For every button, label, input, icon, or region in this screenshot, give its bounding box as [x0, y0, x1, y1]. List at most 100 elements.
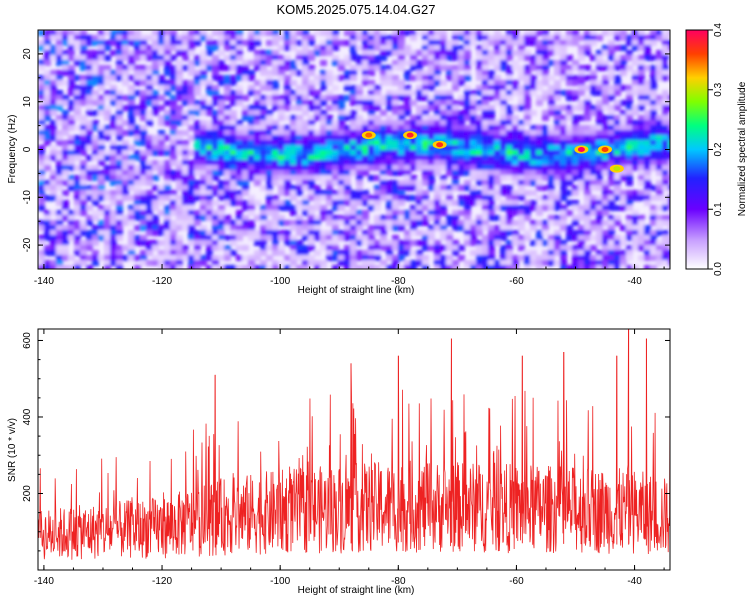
- heatmap-cell: [668, 120, 670, 126]
- heatmap-cell: [278, 60, 285, 66]
- heatmap-cell: [560, 115, 567, 121]
- heatmap-cell: [170, 55, 177, 61]
- heatmap-cell: [554, 35, 561, 41]
- heatmap-cell: [380, 185, 387, 191]
- heatmap-cell: [464, 205, 471, 211]
- heatmap-cell: [578, 35, 585, 41]
- heatmap-cell: [194, 150, 201, 156]
- heatmap-cell: [290, 245, 297, 251]
- heatmap-cell: [44, 110, 51, 116]
- heatmap-cell: [410, 50, 417, 56]
- heatmap-cell: [440, 35, 447, 41]
- heatmap-cell: [68, 150, 75, 156]
- heatmap-cell: [506, 205, 513, 211]
- heatmap-cell: [392, 110, 399, 116]
- y-tick-label: 400: [22, 408, 33, 425]
- heatmap-cell: [62, 155, 69, 161]
- heatmap-cell: [338, 60, 345, 66]
- heatmap-cell: [104, 125, 111, 131]
- heatmap-cell: [422, 175, 429, 181]
- heatmap-cell: [248, 265, 255, 269]
- heatmap-cell: [560, 225, 567, 231]
- heatmap-cell: [146, 165, 153, 171]
- heatmap-cell: [260, 230, 267, 236]
- heatmap-cell: [560, 245, 567, 251]
- heatmap-cell: [224, 105, 231, 111]
- heatmap-cell: [362, 100, 369, 106]
- heatmap-cell: [596, 205, 603, 211]
- heatmap-cell: [548, 85, 555, 91]
- heatmap-cell: [416, 200, 423, 206]
- heatmap-cell: [638, 195, 645, 201]
- heatmap-cell: [542, 185, 549, 191]
- heatmap-cell: [188, 80, 195, 86]
- heatmap-cell: [314, 235, 321, 241]
- heatmap-cell: [458, 55, 465, 61]
- heatmap-cell: [44, 115, 51, 121]
- heatmap-cell: [176, 185, 183, 191]
- heatmap-cell: [476, 245, 483, 251]
- heatmap-cell: [374, 130, 381, 136]
- heatmap-cell: [458, 220, 465, 226]
- heatmap-cell: [224, 85, 231, 91]
- heatmap-cell: [482, 135, 489, 141]
- heatmap-cell: [356, 225, 363, 231]
- heatmap-cell: [410, 140, 417, 146]
- heatmap-cell: [200, 55, 207, 61]
- heatmap-cell: [464, 95, 471, 101]
- heatmap-cell: [542, 205, 549, 211]
- heatmap-cell: [116, 250, 123, 256]
- heatmap-cell: [554, 60, 561, 66]
- heatmap-cell: [494, 155, 501, 161]
- heatmap-cell: [170, 40, 177, 46]
- heatmap-cell: [518, 210, 525, 216]
- snr-frame: [37, 328, 671, 571]
- heatmap-cell: [236, 50, 243, 56]
- heatmap-cell: [452, 110, 459, 116]
- heatmap-cell: [578, 90, 585, 96]
- heatmap-cell: [596, 265, 603, 269]
- heatmap-cell: [44, 55, 51, 61]
- heatmap-cell: [326, 130, 333, 136]
- heatmap-cell: [284, 75, 291, 81]
- heatmap-cell: [650, 75, 657, 81]
- heatmap-cell: [38, 150, 45, 156]
- heatmap-cell: [116, 65, 123, 71]
- heatmap-cell: [632, 220, 639, 226]
- heatmap-cell: [182, 180, 189, 186]
- heatmap-cell: [308, 125, 315, 131]
- heatmap-cell: [500, 50, 507, 56]
- heatmap-cell: [602, 160, 609, 166]
- heatmap-cell: [368, 250, 375, 256]
- heatmap-cell: [200, 185, 207, 191]
- heatmap-cell: [38, 255, 45, 261]
- heatmap-cell: [656, 35, 663, 41]
- heatmap-cell: [524, 260, 531, 266]
- heatmap-cell: [158, 85, 165, 91]
- heatmap-cell: [182, 50, 189, 56]
- heatmap-cell: [248, 155, 255, 161]
- heatmap-cell: [488, 160, 495, 166]
- heatmap-cell: [434, 40, 441, 46]
- heatmap-cell: [392, 95, 399, 101]
- heatmap-cell: [350, 40, 357, 46]
- heatmap-cell: [446, 260, 453, 266]
- heatmap-cell: [602, 65, 609, 71]
- heatmap-cell: [638, 130, 645, 136]
- heatmap-cell: [302, 185, 309, 191]
- heatmap-cell: [158, 50, 165, 56]
- heatmap-cell: [488, 125, 495, 131]
- heatmap-cell: [374, 220, 381, 226]
- heatmap-cell: [242, 145, 249, 151]
- heatmap-cell: [494, 140, 501, 146]
- heatmap-cell: [284, 205, 291, 211]
- heatmap-cell: [506, 230, 513, 236]
- heatmap-cell: [518, 125, 525, 131]
- heatmap-cell: [386, 180, 393, 186]
- heatmap-cell: [356, 55, 363, 61]
- heatmap-cell: [398, 150, 405, 156]
- heatmap-cell: [248, 145, 255, 151]
- heatmap-cell: [386, 40, 393, 46]
- heatmap-cell: [614, 45, 621, 51]
- heatmap-cell: [74, 105, 81, 111]
